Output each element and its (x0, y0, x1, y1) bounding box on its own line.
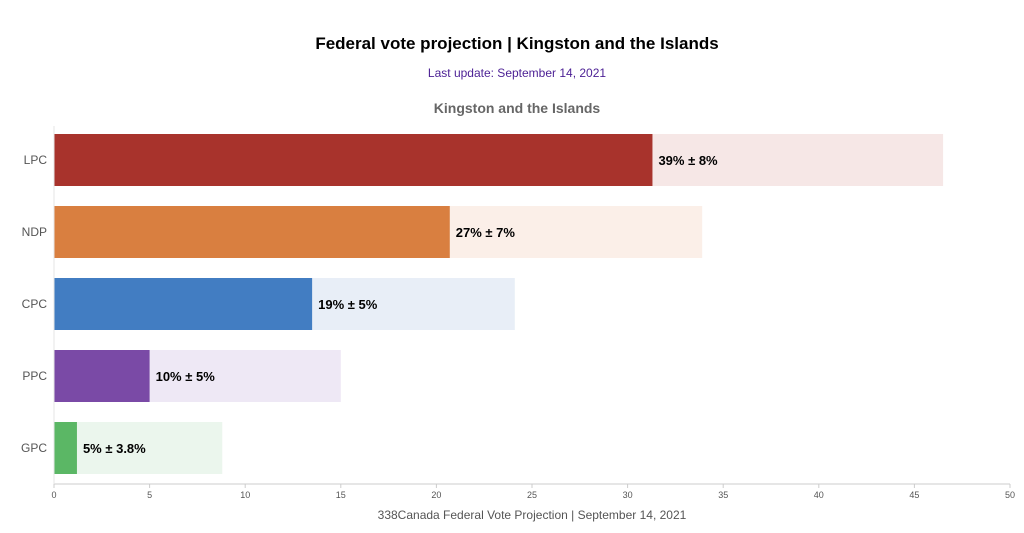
chart-subtitle: Last update: September 14, 2021 (428, 66, 606, 80)
value-label-gpc: 5% ± 3.8% (83, 441, 146, 456)
x-tick-label-15: 15 (336, 490, 346, 500)
x-tick-label-0: 0 (51, 490, 56, 500)
x-tick-label-20: 20 (431, 490, 441, 500)
x-tick-label-10: 10 (240, 490, 250, 500)
x-tick-label-45: 45 (909, 490, 919, 500)
value-label-ndp: 27% ± 7% (456, 225, 516, 240)
range-bar-gpc (54, 422, 223, 474)
category-label-gpc: GPC (21, 441, 47, 455)
chart-title: Federal vote projection | Kingston and t… (315, 34, 718, 53)
bar-ppc (54, 350, 150, 402)
bar-ndp (54, 206, 450, 258)
category-label-ndp: NDP (22, 225, 47, 239)
value-label-lpc: 39% ± 8% (658, 153, 718, 168)
category-label-cpc: CPC (22, 297, 48, 311)
x-tick-label-40: 40 (814, 490, 824, 500)
bars-group: 39% ± 8% LPC 27% ± 7% NDP 19% ± 5% CPC 10% ± 5… (21, 134, 944, 474)
category-label-lpc: LPC (24, 153, 48, 167)
x-tick-label-30: 30 (623, 490, 633, 500)
bar-gpc (54, 422, 77, 474)
x-axis: 0 5 10 15 20 25 30 35 40 45 50 (51, 126, 1015, 500)
value-label-ppc: 10% ± 5% (156, 369, 216, 384)
x-tick-label-5: 5 (147, 490, 152, 500)
x-tick-label-50: 50 (1005, 490, 1015, 500)
bar-lpc (54, 134, 653, 186)
x-tick-label-35: 35 (718, 490, 728, 500)
category-label-ppc: PPC (22, 369, 47, 383)
bar-cpc (54, 278, 313, 330)
x-tick-label-25: 25 (527, 490, 537, 500)
x-axis-label: 338Canada Federal Vote Projection | Sept… (378, 508, 687, 522)
panel-title: Kingston and the Islands (434, 100, 601, 116)
value-label-cpc: 19% ± 5% (318, 297, 378, 312)
